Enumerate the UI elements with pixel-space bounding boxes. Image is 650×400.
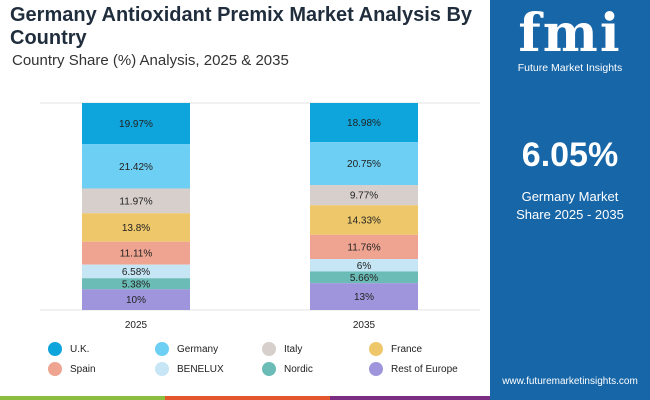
legend-swatch xyxy=(155,342,169,356)
legend-label: Germany xyxy=(177,343,219,355)
data-label: 11.76% xyxy=(347,242,380,253)
bar-segment-rest-of-europe-2025 xyxy=(82,289,190,310)
data-label: 5.66% xyxy=(350,273,378,284)
bar-segment-benelux-2025 xyxy=(82,264,190,279)
bar-segment-spain-2025 xyxy=(82,241,190,265)
legend-item: Spain xyxy=(48,362,96,376)
bar-segment-germany-2035 xyxy=(310,142,418,186)
legend-label: Nordic xyxy=(284,363,313,375)
legend-swatch xyxy=(369,342,383,356)
data-label: 13% xyxy=(354,292,374,303)
side-panel: fmi Future Market Insights 6.05% Germany… xyxy=(490,0,650,396)
bar-segment-germany-2025 xyxy=(82,144,190,189)
legend-item: France xyxy=(369,342,422,356)
x-tick-label: 2035 xyxy=(353,320,376,331)
chart-title: Germany Antioxidant Premix Market Analys… xyxy=(10,4,473,49)
legend-swatch xyxy=(262,342,276,356)
bar-segment-rest-of-europe-2035 xyxy=(310,283,418,310)
legend-swatch xyxy=(155,362,169,376)
legend-swatch xyxy=(48,342,62,356)
legend-label: U.K. xyxy=(70,343,90,355)
stripe-green xyxy=(0,396,165,400)
legend-label: Spain xyxy=(70,363,96,375)
headline-description: Germany Market Share 2025 - 2035 xyxy=(490,188,650,224)
data-label: 14.33% xyxy=(347,216,381,227)
data-label: 5.38% xyxy=(122,279,150,290)
bar-segment-u-k--2025 xyxy=(82,103,190,145)
data-label: 6% xyxy=(357,261,372,272)
desc-line2: Share 2025 - 2035 xyxy=(516,207,624,222)
bar-segment-benelux-2035 xyxy=(310,259,418,272)
data-label: 19.97% xyxy=(119,119,153,130)
bar-segment-u-k--2035 xyxy=(310,103,418,143)
legend-item: Germany xyxy=(155,342,218,356)
bar-segment-france-2035 xyxy=(310,205,418,235)
legend-item: Nordic xyxy=(262,362,313,376)
stripe-blue xyxy=(490,396,650,400)
legend-label: BENELUX xyxy=(177,363,224,375)
bar-segment-spain-2035 xyxy=(310,234,418,260)
logo-text: Future Market Insights xyxy=(517,62,623,74)
fmi-logo: fmi Future Market Insights xyxy=(490,3,650,75)
legend-item: BENELUX xyxy=(155,362,224,376)
bar-segment-italy-2025 xyxy=(82,188,190,214)
bar-segment-france-2025 xyxy=(82,213,190,242)
legend-label: France xyxy=(391,343,423,355)
bar-segment-nordic-2035 xyxy=(310,271,418,284)
data-label: 21.42% xyxy=(119,162,153,173)
headline-value: 6.05% xyxy=(521,136,619,174)
data-label: 13.8% xyxy=(122,223,150,234)
bar-segment-italy-2035 xyxy=(310,185,418,206)
legend-label: Italy xyxy=(284,343,303,355)
data-label: 18.98% xyxy=(347,118,381,129)
legend-item: Italy xyxy=(262,342,302,356)
legend-swatch xyxy=(48,362,62,376)
chart-subtitle: Country Share (%) Analysis, 2025 & 2035 xyxy=(12,52,289,69)
data-label: 10% xyxy=(126,295,146,306)
data-label: 20.75% xyxy=(347,159,381,170)
stripe-purple xyxy=(330,396,490,400)
x-tick-label: 2025 xyxy=(125,320,148,331)
website-link[interactable]: www.futuremarketinsights.com xyxy=(502,376,638,387)
data-label: 11.11% xyxy=(120,249,153,260)
desc-line1: Germany Market xyxy=(521,189,619,204)
legend-swatch xyxy=(369,362,383,376)
stacked-bar-chart: 19.97% 21.42% 11.97% 13.8% 11.11% 6.58%5.38% 1… xyxy=(40,102,480,331)
bar-segment-nordic-2025 xyxy=(82,278,190,290)
legend-swatch xyxy=(262,362,276,376)
legend-item: Rest of Europe xyxy=(369,362,458,376)
legend-label: Rest of Europe xyxy=(391,363,458,375)
legend-item: U.K. xyxy=(48,342,89,356)
stripe-orange xyxy=(165,396,330,400)
data-label: 11.97% xyxy=(119,196,152,207)
data-label: 9.77% xyxy=(350,191,378,202)
data-label: 6.58% xyxy=(122,267,150,278)
logo-letters: fmi xyxy=(518,3,622,64)
